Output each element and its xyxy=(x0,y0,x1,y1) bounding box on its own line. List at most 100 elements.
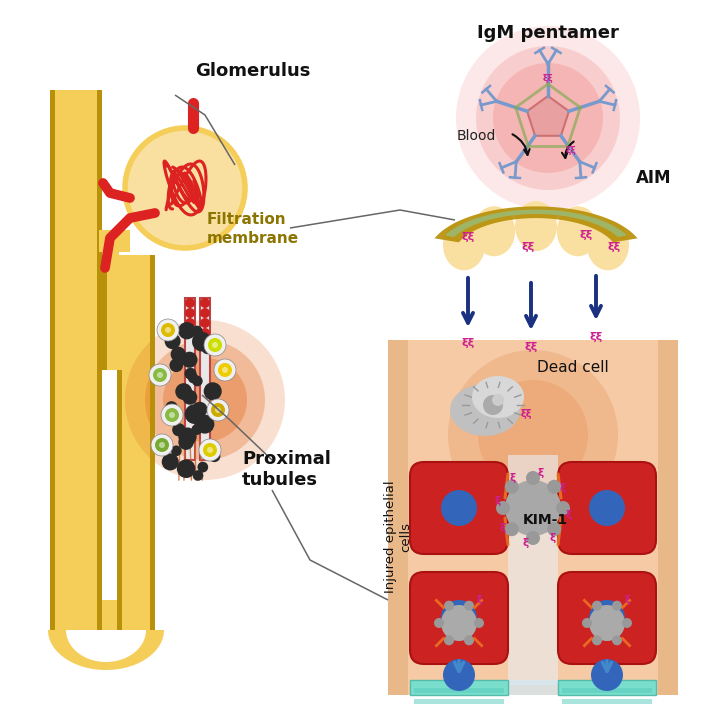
Circle shape xyxy=(177,460,196,478)
Circle shape xyxy=(192,424,202,435)
Circle shape xyxy=(456,26,640,210)
Ellipse shape xyxy=(443,221,485,270)
Circle shape xyxy=(589,605,625,641)
Bar xyxy=(200,298,210,460)
Circle shape xyxy=(200,318,210,328)
Circle shape xyxy=(209,450,221,462)
Bar xyxy=(50,90,55,630)
Circle shape xyxy=(153,368,167,382)
Circle shape xyxy=(622,618,632,628)
Ellipse shape xyxy=(450,384,520,436)
Text: ξ: ξ xyxy=(500,523,506,533)
Circle shape xyxy=(207,447,213,453)
Circle shape xyxy=(215,407,221,413)
Circle shape xyxy=(193,470,204,481)
Circle shape xyxy=(548,522,561,536)
Circle shape xyxy=(556,501,570,515)
Circle shape xyxy=(478,380,588,490)
Bar xyxy=(117,370,155,630)
Polygon shape xyxy=(527,96,569,136)
Circle shape xyxy=(505,480,561,536)
Circle shape xyxy=(582,618,592,628)
Bar xyxy=(388,340,678,695)
Circle shape xyxy=(192,332,211,351)
Circle shape xyxy=(165,401,178,414)
Bar xyxy=(562,699,652,704)
Circle shape xyxy=(207,399,229,421)
Bar xyxy=(558,680,656,695)
Text: Glomerulus: Glomerulus xyxy=(195,62,310,80)
Circle shape xyxy=(591,659,623,691)
Text: ξξ: ξξ xyxy=(521,242,535,252)
Circle shape xyxy=(212,342,218,348)
Text: ξ: ξ xyxy=(537,468,543,478)
Circle shape xyxy=(165,327,171,333)
Circle shape xyxy=(182,390,197,404)
Circle shape xyxy=(171,445,182,456)
FancyBboxPatch shape xyxy=(410,572,508,664)
Text: Proximal
tubules: Proximal tubules xyxy=(242,450,331,489)
Circle shape xyxy=(199,439,221,461)
Circle shape xyxy=(200,298,210,308)
Text: Injured epithelial
cells: Injured epithelial cells xyxy=(384,481,412,593)
Circle shape xyxy=(434,618,444,628)
Circle shape xyxy=(204,382,221,400)
Circle shape xyxy=(443,659,475,691)
Bar xyxy=(508,680,558,695)
Circle shape xyxy=(444,601,454,611)
Text: AIM: AIM xyxy=(636,169,671,187)
Ellipse shape xyxy=(587,221,629,270)
Circle shape xyxy=(592,636,602,645)
Text: Dead cell: Dead cell xyxy=(537,361,609,375)
Ellipse shape xyxy=(557,206,599,256)
Circle shape xyxy=(184,404,204,424)
Circle shape xyxy=(191,326,203,337)
Circle shape xyxy=(441,490,477,526)
Text: ξξ: ξξ xyxy=(521,409,533,419)
Bar xyxy=(562,688,652,693)
Text: ξξ: ξξ xyxy=(543,74,553,83)
Circle shape xyxy=(125,128,245,248)
Circle shape xyxy=(474,618,484,628)
Text: ξξ: ξξ xyxy=(566,146,577,155)
Bar xyxy=(150,370,155,630)
Bar xyxy=(388,340,408,695)
Circle shape xyxy=(157,372,163,378)
Polygon shape xyxy=(48,630,164,670)
Bar xyxy=(102,255,107,370)
Circle shape xyxy=(195,415,214,433)
Circle shape xyxy=(441,600,477,636)
Bar xyxy=(658,340,678,695)
Text: IgM pentamer: IgM pentamer xyxy=(477,24,619,42)
Circle shape xyxy=(197,462,208,472)
Circle shape xyxy=(200,328,210,338)
Bar xyxy=(150,255,155,370)
Text: ξ: ξ xyxy=(523,538,529,549)
Bar xyxy=(410,680,508,695)
Circle shape xyxy=(165,408,179,422)
Circle shape xyxy=(175,383,192,400)
Circle shape xyxy=(214,359,236,381)
Bar xyxy=(97,90,102,630)
Circle shape xyxy=(169,412,175,418)
Circle shape xyxy=(218,363,232,377)
Circle shape xyxy=(505,480,519,493)
Text: ξ: ξ xyxy=(477,595,483,605)
Bar xyxy=(99,230,130,252)
Circle shape xyxy=(149,364,171,386)
Circle shape xyxy=(448,350,618,520)
Circle shape xyxy=(464,636,474,645)
Circle shape xyxy=(163,358,247,442)
Circle shape xyxy=(151,434,173,456)
Circle shape xyxy=(161,323,175,337)
Circle shape xyxy=(169,358,183,372)
Circle shape xyxy=(526,471,540,485)
Circle shape xyxy=(526,531,540,545)
Circle shape xyxy=(155,438,169,452)
Ellipse shape xyxy=(472,376,524,418)
Circle shape xyxy=(476,46,620,190)
Circle shape xyxy=(159,442,165,448)
Circle shape xyxy=(496,501,510,515)
Circle shape xyxy=(492,394,504,406)
Circle shape xyxy=(200,308,210,318)
